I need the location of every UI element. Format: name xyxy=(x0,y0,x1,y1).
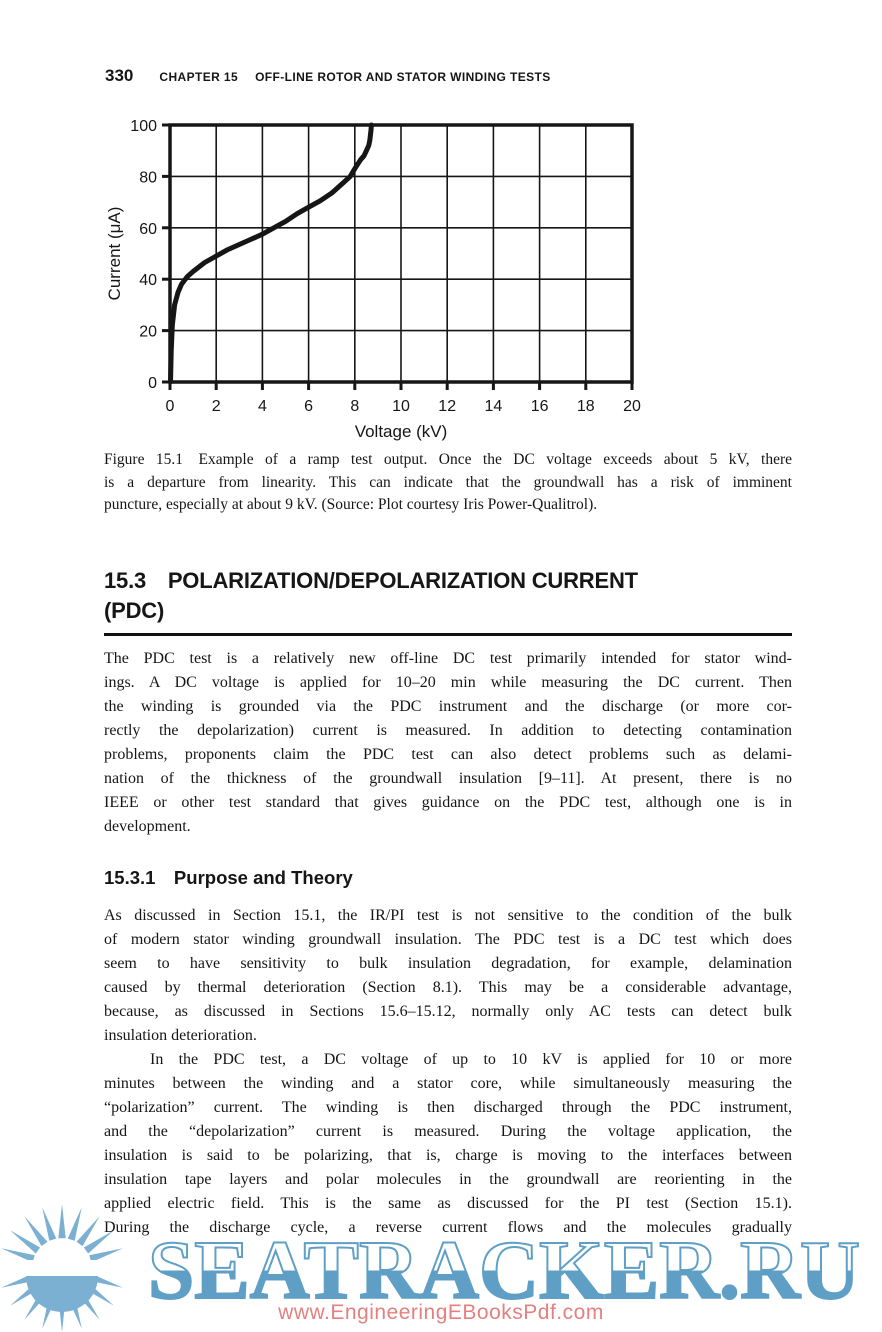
svg-text:20: 20 xyxy=(623,398,641,415)
text-line: Figure 15.1 Example of a ramp test outpu… xyxy=(104,451,792,468)
heading-rule xyxy=(104,633,792,636)
svg-text:2: 2 xyxy=(212,398,221,415)
text-line: caused by thermal deterioration (Section… xyxy=(104,979,792,996)
sun-ray xyxy=(89,1248,123,1263)
svg-text:10: 10 xyxy=(392,398,410,415)
text-line: The PDC test is a relatively new off-lin… xyxy=(104,650,792,667)
section-heading-line1: 15.3 POLARIZATION/DEPOLARIZATION CURRENT xyxy=(104,568,638,593)
text-line: As discussed in Section 15.1, the IR/PI … xyxy=(104,907,792,924)
x-axis-label: Voltage (kV) xyxy=(355,422,448,441)
text-line: IEEE or other test standard that gives g… xyxy=(104,794,792,811)
paragraph-purpose-theory-1: As discussed in Section 15.1, the IR/PI … xyxy=(104,904,792,1048)
chapter-title: OFF-LINE ROTOR AND STATOR WINDING TESTS xyxy=(255,70,551,84)
sun-lower-half xyxy=(26,1276,98,1312)
chapter-label: CHAPTER 15 xyxy=(159,70,239,84)
text-line: During the discharge cycle, a reverse cu… xyxy=(104,1219,792,1236)
svg-text:4: 4 xyxy=(258,398,267,415)
chart-ticks xyxy=(162,123,634,390)
text-line: insulation tape layers and polar molecul… xyxy=(104,1171,792,1188)
svg-text:100: 100 xyxy=(130,118,157,135)
text-line: insulation deterioration. xyxy=(104,1027,257,1044)
sun-ray xyxy=(24,1216,48,1247)
chart-grid xyxy=(170,125,632,382)
sun-ray xyxy=(1,1248,35,1263)
ramp-test-curve xyxy=(168,122,374,385)
svg-text:14: 14 xyxy=(485,398,503,415)
running-head: 330 CHAPTER 15 OFF-LINE ROTOR AND STATOR W… xyxy=(105,66,551,86)
svg-text:0: 0 xyxy=(148,375,157,392)
sun-band xyxy=(0,1260,134,1276)
text-line: because, as discussed in Sections 15.6–1… xyxy=(104,1003,792,1020)
text-line: nation of the thickness of the groundwal… xyxy=(104,770,792,787)
text-line: applied electric field. This is the same… xyxy=(104,1195,792,1212)
svg-text:20: 20 xyxy=(139,324,157,341)
svg-text:0: 0 xyxy=(166,398,175,415)
svg-text:12: 12 xyxy=(438,398,456,415)
figure-15-1-chart: 0 2 4 6 8 10 12 14 16 18 20 0 20 40 60 80 100 Voltage (kV… xyxy=(105,118,641,441)
figure-caption: Figure 15.1 Example of a ramp test outpu… xyxy=(104,449,792,517)
y-axis-label: Current (μA) xyxy=(105,207,124,301)
text-line: puncture, especially at about 9 kV. (Sou… xyxy=(104,496,598,513)
svg-text:40: 40 xyxy=(139,272,157,289)
text-line: “polarization” current. The winding is t… xyxy=(104,1099,792,1116)
sun-ray xyxy=(83,1230,114,1254)
sun-ray xyxy=(76,1216,100,1247)
page-number: 330 xyxy=(105,66,134,85)
svg-text:60: 60 xyxy=(139,221,157,238)
text-line: seem to have sensitivity to bulk insulat… xyxy=(104,955,792,972)
text-line: the winding is grounded via the PDC inst… xyxy=(104,698,792,715)
chart-border xyxy=(168,123,634,384)
text-line: development. xyxy=(104,818,191,835)
section-heading-15-3: 15.3 POLARIZATION/DEPOLARIZATION CURRENT… xyxy=(104,566,792,636)
paragraph-purpose-theory-2: In the PDC test, a DC voltage of up to 1… xyxy=(104,1048,792,1240)
text-line: minutes between the winding and a stator… xyxy=(104,1075,792,1092)
svg-text:18: 18 xyxy=(577,398,595,415)
text-line: of modern stator winding groundwall insu… xyxy=(104,931,792,948)
svg-text:8: 8 xyxy=(350,398,359,415)
sun-ray xyxy=(58,1204,66,1239)
text-line: insulation is said to be polarizing, tha… xyxy=(104,1147,792,1164)
sun-ray xyxy=(67,1207,82,1241)
svg-text:16: 16 xyxy=(531,398,549,415)
chart-tick-labels: 0 2 4 6 8 10 12 14 16 18 20 0 20 40 60 80 100 xyxy=(130,118,641,415)
seatracker-watermark: SEATRACKER.RU xyxy=(0,1204,861,1332)
text-line: rectly the depolarization) current is me… xyxy=(104,722,792,739)
sun-icon xyxy=(0,1204,134,1332)
text-line: and the “depolarization” current is meas… xyxy=(104,1123,792,1140)
text-line: is a departure from linearity. This can … xyxy=(104,473,792,491)
watermark-site-text: SEATRACKER.RU xyxy=(148,1224,860,1317)
svg-text:6: 6 xyxy=(304,398,313,415)
svg-text:80: 80 xyxy=(139,169,157,186)
paragraph-pdc-overview: The PDC test is a relatively new off-lin… xyxy=(104,647,792,839)
text-line: ings. A DC voltage is applied for 10–20 … xyxy=(104,674,792,691)
section-heading-line2: (PDC) xyxy=(104,598,165,623)
sun-ray xyxy=(10,1230,41,1254)
watermark-url: www.EngineeringEBooksPdf.com xyxy=(278,1301,604,1324)
text-line: problems, proponents claim the PDC test … xyxy=(104,746,792,763)
subsection-heading-15-3-1: 15.3.1 Purpose and Theory xyxy=(104,867,353,888)
text-line: In the PDC test, a DC voltage of up to 1… xyxy=(150,1051,792,1068)
sun-ray xyxy=(42,1207,57,1241)
